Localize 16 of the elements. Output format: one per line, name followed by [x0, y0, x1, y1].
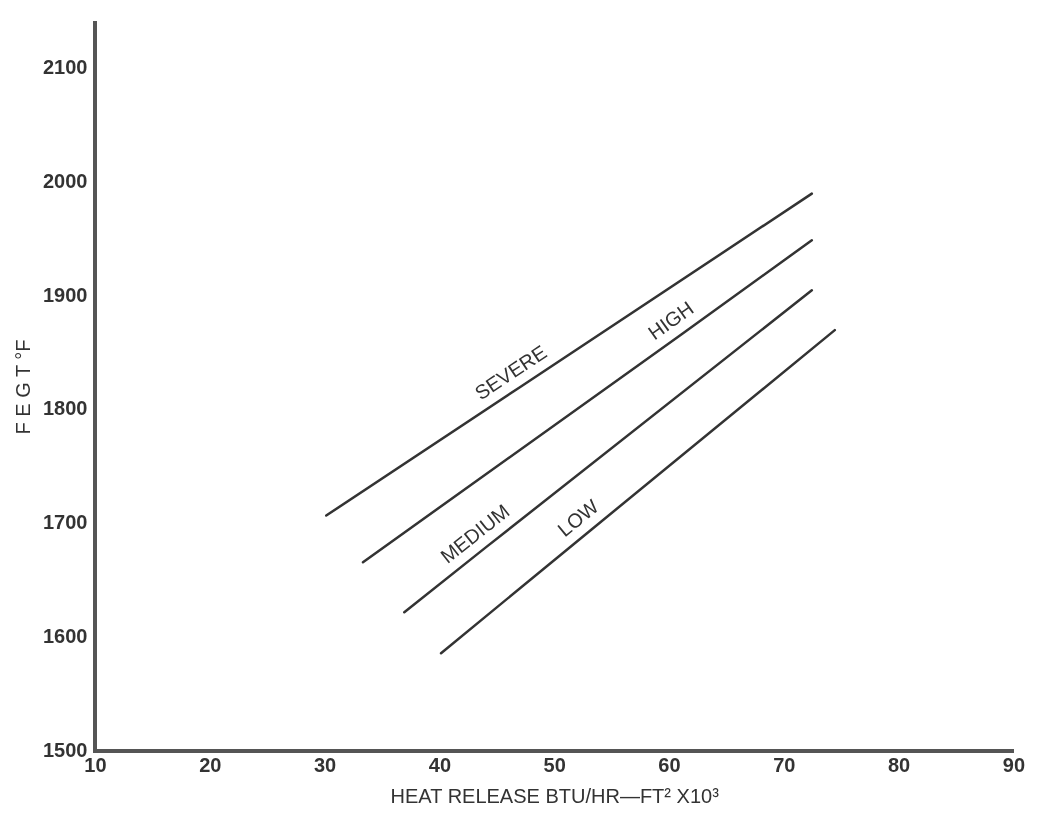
y-tick-label: 1700: [42, 511, 88, 534]
x-tick-label: 60: [658, 753, 681, 776]
y-axis-title: F E G T °F: [11, 339, 34, 435]
x-tick-label: 70: [773, 753, 796, 776]
x-tick-label: 40: [428, 753, 452, 776]
x-axis-title: HEAT RELEASE BTU/HR—FT² X10³: [390, 784, 720, 807]
x-tick-label: 50: [543, 753, 566, 776]
y-tick-label: 2000: [42, 169, 88, 192]
y-tick-label: 1600: [42, 624, 88, 647]
x-tick-label: 20: [199, 753, 222, 776]
y-tick-label: 1800: [42, 397, 88, 420]
x-tick-label: 30: [313, 753, 337, 776]
y-tick-label: 2100: [42, 56, 88, 79]
x-tick-label: 90: [1002, 753, 1025, 776]
x-tick-label: 80: [887, 753, 911, 776]
y-tick-label: 1900: [42, 283, 88, 306]
